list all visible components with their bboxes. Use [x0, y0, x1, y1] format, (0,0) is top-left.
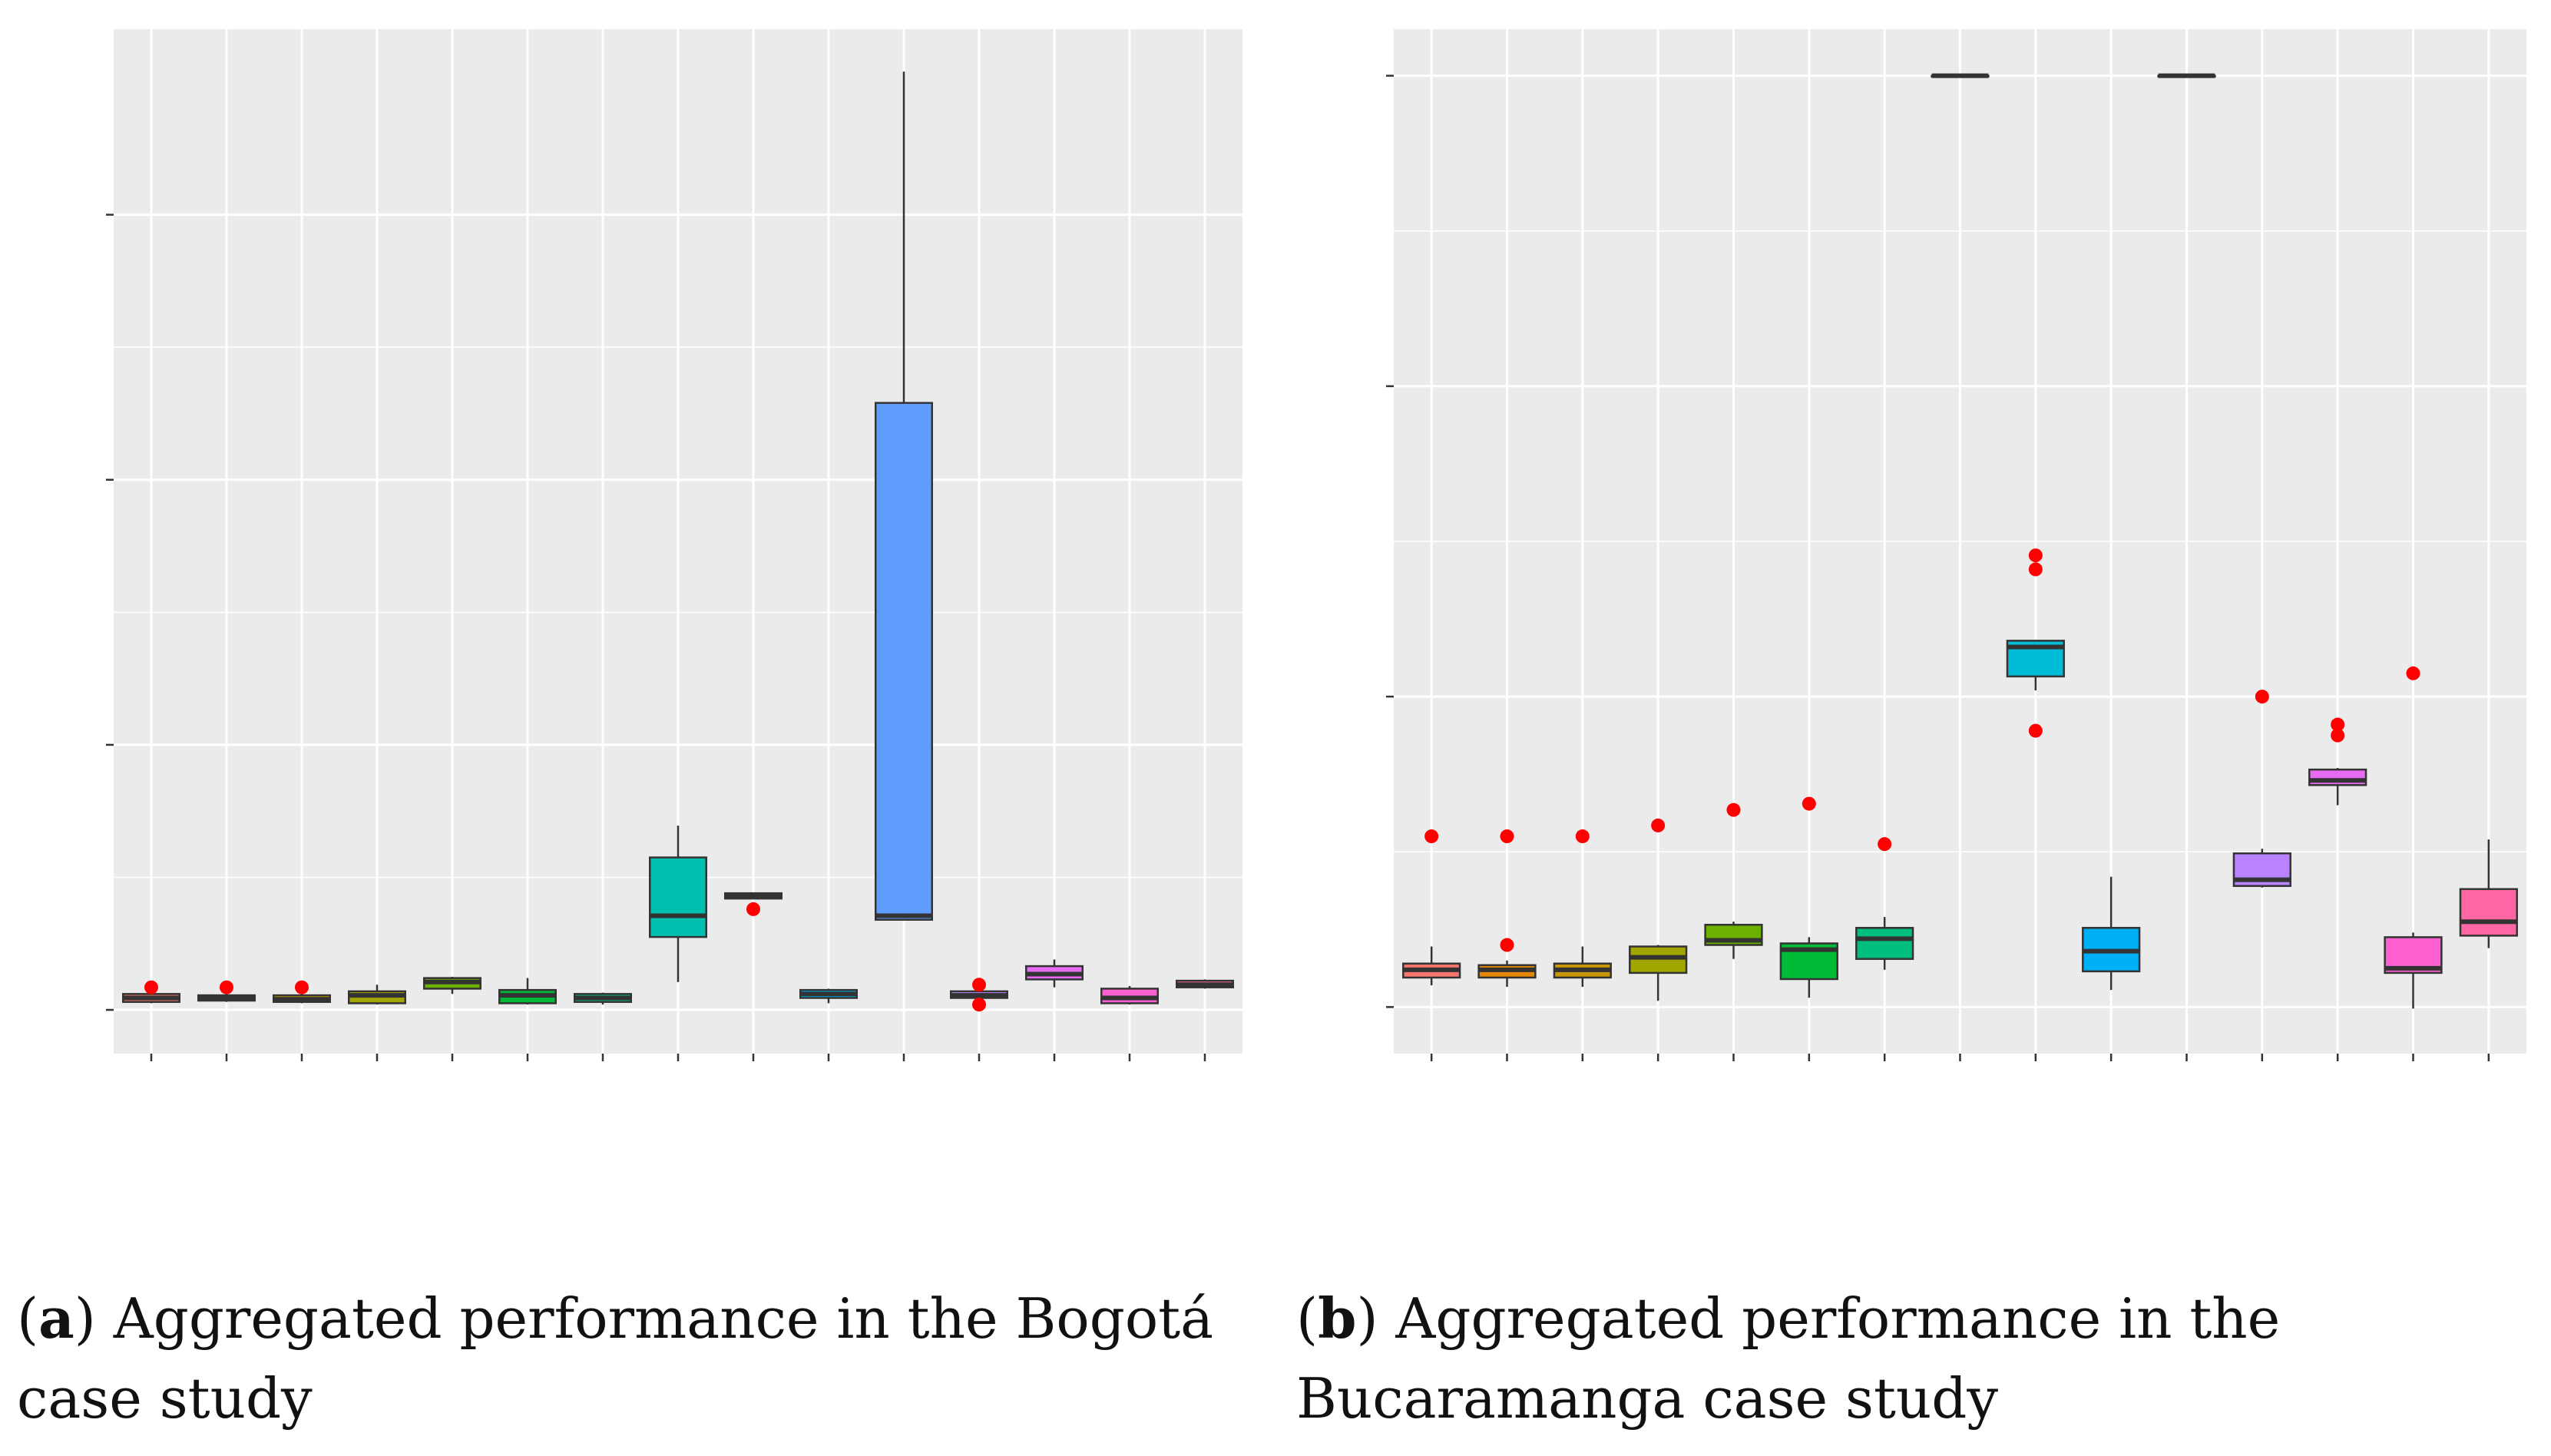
chart-b-box-body	[2308, 768, 2367, 786]
chart-a-outlier-point	[144, 980, 158, 994]
chart-a-outlier-point	[972, 978, 986, 992]
chart-b-outlier-point	[1500, 829, 1514, 844]
chart-a-box-LGBM	[950, 978, 1008, 1012]
chart-a-box-body	[875, 402, 933, 921]
caption-b-letter: b	[1318, 1286, 1357, 1351]
chart-b-outlier-point	[2028, 723, 2043, 738]
chart-b-box-Tp	[2384, 666, 2443, 1009]
chart-a-outlier-point	[746, 902, 760, 916]
chart-a-bogota	[106, 29, 1242, 1061]
chart-a-box-ExtraT	[724, 892, 783, 916]
chart-a-box-DT	[649, 826, 707, 982]
chart-b-box-tuned_RF	[2459, 839, 2518, 948]
chart-a-box-Tp	[1100, 985, 1159, 1005]
chart-b-box-Ag15m	[1477, 829, 1537, 988]
chart-a-box-As150m	[348, 984, 406, 1005]
chart-b-outlier-point	[1726, 802, 1741, 817]
chart-b-box-As15m	[1704, 802, 1763, 959]
chart-a-outlier-point	[295, 980, 309, 994]
chart-a-box-CatB	[574, 992, 632, 1005]
caption-a-text: Aggregated performance in the Bogotá cas…	[17, 1286, 1214, 1431]
caption-b: (b) Aggregated performance in the Bucara…	[1296, 1286, 2281, 1431]
caption-b-text: Aggregated performance in the Bucaramang…	[1296, 1286, 2281, 1431]
chart-a-box-body	[649, 856, 707, 938]
chart-b-outlier-point	[2028, 562, 2043, 577]
chart-b-gridlines	[1394, 29, 2526, 1054]
chart-a-box-Ag150m	[122, 980, 180, 1004]
chart-b-box-body	[1855, 927, 1914, 960]
chart-b-outlier-point	[1500, 938, 1514, 952]
chart-a-box-RF	[1025, 959, 1084, 988]
chart-b-bucaramanga	[1386, 29, 2526, 1061]
chart-b-box-RF	[2308, 717, 2367, 806]
chart-b-box-As150m	[1629, 818, 1688, 1001]
chart-a-box-GNB	[875, 71, 933, 921]
chart-b-box-body	[1629, 945, 1688, 975]
chart-b-box-As60m	[1779, 796, 1838, 998]
chart-b-outlier-point	[1575, 829, 1590, 844]
chart-b-box-LGBM	[2232, 690, 2291, 888]
chart-b-outlier-point	[1802, 796, 1816, 811]
chart-a-box-Ag15m	[197, 980, 256, 1002]
chart-b-box-Ag150m	[1402, 829, 1461, 986]
caption-a: (a) Aggregated performance in the Bogotá…	[17, 1286, 1214, 1431]
chart-b-box-body	[2459, 888, 2518, 937]
chart-b-outlier-point	[2406, 666, 2420, 680]
chart-a-box-Ag60m	[273, 980, 331, 1004]
chart-b-outlier-point	[1424, 829, 1439, 844]
chart-b-outlier-point	[1651, 818, 1666, 832]
chart-b-outlier-point	[2331, 728, 2345, 743]
chart-b-box-ExtraT	[2006, 548, 2065, 738]
chart-a-outlier-point	[972, 998, 986, 1012]
chart-a-gridlines	[114, 29, 1242, 1054]
chart-a-box-As60m	[498, 978, 557, 1005]
chart-b-box-GB	[2082, 876, 2141, 991]
chart-b-box-DT	[1931, 73, 1990, 78]
chart-b-outlier-point	[2331, 717, 2345, 732]
chart-b-outlier-point	[1878, 837, 1892, 852]
chart-b-box-CatB	[1855, 837, 1914, 970]
chart-b-outlier-point	[2255, 690, 2269, 704]
chart-a-outlier-point	[220, 980, 233, 994]
caption-a-letter: a	[38, 1286, 74, 1351]
chart-a-box-tuned_RF	[1176, 979, 1234, 989]
chart-b-box-Ag60m	[1553, 829, 1612, 988]
chart-b-outlier-point	[2028, 548, 2043, 563]
chart-a-box-GB	[799, 988, 858, 1004]
chart-a-box-As15m	[423, 976, 481, 994]
chart-b-box-GNB	[2157, 73, 2216, 78]
